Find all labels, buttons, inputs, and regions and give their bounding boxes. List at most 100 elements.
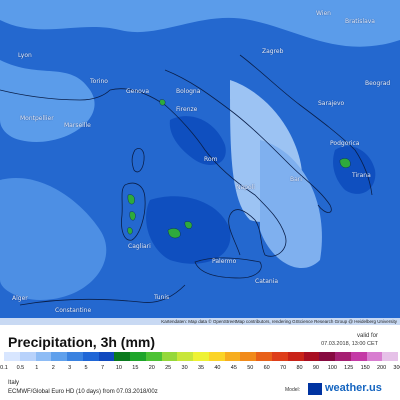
brand-logo[interactable]: weather.us	[325, 382, 382, 394]
color-scale-tick-label: 30	[181, 365, 188, 371]
city-label: Rom	[204, 156, 218, 163]
city-label: Tunis	[154, 294, 170, 301]
color-scale-tick-label: 7	[100, 365, 105, 371]
city-label: Tirana	[352, 172, 371, 179]
valid-label: valid for	[356, 333, 378, 339]
city-label: Podgorica	[330, 140, 360, 147]
color-scale-segment	[177, 352, 194, 361]
color-scale-tick-label: 100	[327, 365, 337, 371]
color-scale-tick-label: 2	[51, 365, 55, 371]
city-label: Bari	[290, 176, 302, 183]
color-scale-segment	[303, 352, 320, 361]
map-canvas	[0, 0, 400, 306]
eu-flag-icon	[308, 383, 322, 395]
city-label: Catania	[255, 278, 279, 285]
color-scale-tick-label: 45	[230, 365, 237, 371]
model-label: Model:	[285, 387, 301, 393]
color-scale-tick-label: 60	[263, 365, 270, 371]
precip-heavy-tyrrhenian	[146, 196, 231, 264]
color-scale-segment	[4, 352, 20, 361]
color-scale-tick-label: 50	[247, 365, 254, 371]
valid-date: 07.03.2018, 13:00 CET	[321, 341, 378, 347]
color-scale-segment	[208, 352, 225, 361]
city-label: Bratislava	[345, 18, 375, 25]
color-scale-tick-label: 5	[84, 365, 88, 371]
legend-title: Precipitation, 3h (mm)	[8, 334, 156, 350]
color-scale-segment	[193, 352, 209, 361]
color-scale-segment	[161, 352, 178, 361]
city-label: Alger	[12, 295, 28, 302]
city-label: Torino	[90, 78, 108, 85]
north-africa-coast	[19, 284, 186, 306]
color-scale-segment	[51, 352, 68, 361]
color-scale-tick-label: 0.1	[0, 365, 8, 371]
city-label: Beograd	[365, 80, 391, 87]
precip-light-south	[260, 140, 322, 269]
color-scale-segment	[114, 352, 131, 361]
color-scale-segment	[145, 352, 162, 361]
color-scale-segment	[35, 352, 52, 361]
color-scale-tick-label: 90	[312, 365, 319, 371]
map-attribution[interactable]: Kartendaten: Map data © OpenStreetMap co…	[0, 318, 400, 325]
color-scale-segment	[287, 352, 304, 361]
precip-heavy-rome	[169, 116, 226, 165]
city-label: Zagreb	[262, 48, 284, 55]
balkan-coast	[239, 54, 373, 196]
color-scale-bar	[4, 352, 399, 361]
color-scale-segment	[130, 352, 146, 361]
color-scale-segment	[272, 352, 288, 361]
color-scale-tick-label: 125	[344, 365, 354, 371]
cell-tyrrhenian-2	[184, 221, 193, 229]
color-scale-tick-label: 300	[393, 365, 400, 371]
color-scale-tick-label: 25	[165, 365, 172, 371]
precip-light-west	[0, 60, 95, 142]
color-scale-segment	[382, 352, 399, 361]
color-scale-tick-label: 80	[296, 365, 303, 371]
precipitation-color-scale: 0.1 0.5 1 2 3 5 7 10 15 20 25 30 35 40 45 50 60 70 80 90 100…	[0, 352, 400, 378]
color-scale-tick-label: 150	[360, 365, 370, 371]
cell-sardinia-2	[129, 211, 136, 221]
italy-east-coast	[164, 69, 332, 213]
region-label: Italy	[8, 380, 20, 386]
color-scale-tick-label: 20	[148, 365, 155, 371]
coastlines	[0, 54, 373, 306]
color-scale-tick-label: 35	[197, 365, 205, 371]
color-scale-segment	[98, 352, 115, 361]
color-scale-segment	[240, 352, 257, 361]
corsica	[131, 148, 145, 173]
cell-tyrrhenian-1	[167, 228, 181, 239]
city-label: Sarajevo	[318, 100, 345, 107]
color-scale-tick-label: 70	[280, 365, 287, 371]
city-label: Wien	[316, 10, 331, 17]
color-scale-segment	[350, 352, 367, 361]
precip-moderate-sw	[0, 178, 107, 300]
sardinia	[121, 182, 146, 241]
color-scale-tick-label: 40	[214, 365, 221, 371]
city-label: Napoli	[236, 184, 255, 191]
cell-sardinia-3	[127, 227, 133, 235]
color-scale-tick-label: 200	[376, 365, 387, 371]
color-scale-segment	[256, 352, 273, 361]
city-label: Marseille	[64, 122, 91, 129]
city-label: Constantine	[55, 307, 92, 314]
city-label: Palermo	[212, 258, 237, 265]
sicily	[194, 257, 262, 279]
heavy-precip-cells	[127, 99, 351, 239]
color-scale-segment	[67, 352, 83, 361]
french-coast	[0, 89, 111, 101]
color-scale-segment	[319, 352, 336, 361]
color-scale-segment	[82, 352, 99, 361]
color-scale-segment	[19, 352, 36, 361]
italy-west-coast	[109, 88, 287, 257]
cell-north	[159, 99, 166, 106]
city-label: Lyon	[18, 52, 32, 59]
cell-sardinia-1	[127, 194, 135, 205]
color-scale-segment	[224, 352, 241, 361]
cell-albania	[339, 158, 351, 168]
precip-light-north	[0, 0, 400, 47]
city-label: Cagliari	[128, 243, 151, 250]
city-label: Montpellier	[20, 115, 54, 122]
precipitation-map[interactable]: Wien Bratislava Lyon Torino Genova Bolog…	[0, 0, 400, 325]
color-scale-tick-label: 3	[68, 365, 72, 371]
city-label: Firenze	[176, 106, 198, 113]
